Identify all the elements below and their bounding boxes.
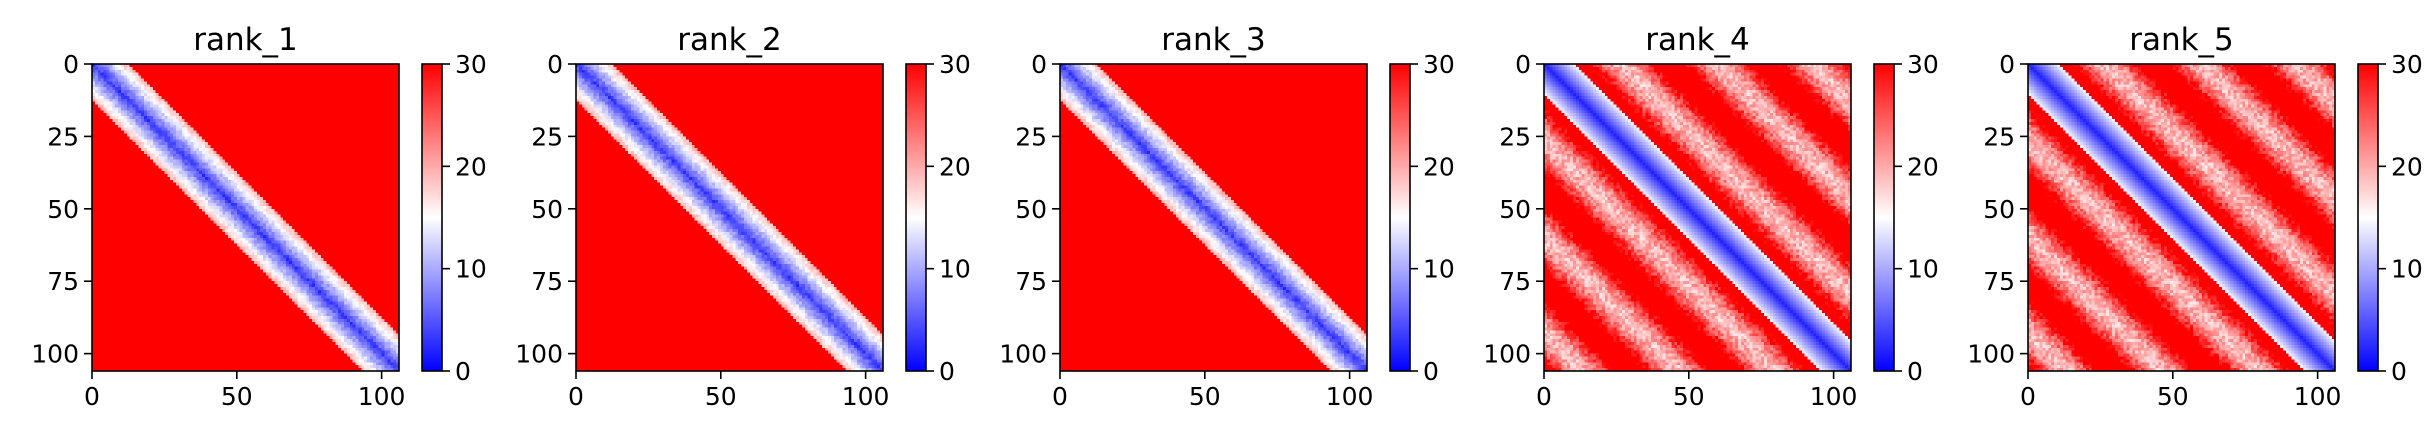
colorbar-tick-label: 30 [1423, 50, 1455, 79]
y-tick-label: 50 [1983, 195, 2015, 224]
colorbar-tick-label: 0 [455, 357, 471, 386]
x-tick-label: 0 [568, 382, 584, 411]
y-tick-label: 50 [531, 195, 563, 224]
y-tick-label: 100 [1967, 340, 2015, 369]
x-tick-label: 50 [221, 382, 253, 411]
y-tick-label: 75 [1983, 267, 2015, 296]
y-tick-label: 0 [547, 50, 563, 79]
panel-title: rank_4 [1645, 22, 1750, 58]
colorbar-tick-label: 0 [2391, 357, 2407, 386]
y-tick-label: 100 [999, 340, 1047, 369]
panel-title: rank_3 [1161, 22, 1266, 58]
x-tick-label: 0 [2020, 382, 2036, 411]
colorbar-tick-label: 20 [1423, 152, 1455, 181]
x-tick-label: 50 [2157, 382, 2189, 411]
heatmap-image [92, 64, 399, 371]
colorbar-tick-label: 20 [2391, 152, 2423, 181]
y-tick-label: 25 [1015, 122, 1047, 151]
x-tick-label: 50 [1189, 382, 1221, 411]
colorbar [421, 63, 443, 372]
panel-title: rank_5 [2129, 22, 2234, 58]
y-tick-label: 50 [1499, 195, 1531, 224]
plot-frame [575, 63, 884, 372]
heatmap-image [1544, 64, 1851, 371]
x-tick-label: 100 [2294, 382, 2342, 411]
y-tick-label: 100 [31, 340, 79, 369]
y-tick-label: 50 [47, 195, 79, 224]
colorbar-tick-label: 30 [2391, 50, 2423, 79]
plot-frame [2027, 63, 2336, 372]
colorbar-tick-label: 20 [1907, 152, 1939, 181]
x-tick-label: 100 [842, 382, 890, 411]
colorbar [1389, 63, 1411, 372]
x-tick-label: 100 [358, 382, 406, 411]
y-tick-label: 50 [1015, 195, 1047, 224]
colorbar [905, 63, 927, 372]
y-tick-label: 0 [1031, 50, 1047, 79]
plot-frame [1059, 63, 1368, 372]
colorbar-tick-label: 20 [939, 152, 971, 181]
colorbar-tick-label: 10 [1423, 255, 1455, 284]
y-tick-label: 75 [1015, 267, 1047, 296]
colorbar-tick-label: 30 [1907, 50, 1939, 79]
plot-frame [1543, 63, 1852, 372]
y-tick-label: 0 [1999, 50, 2015, 79]
y-tick-label: 25 [531, 122, 563, 151]
y-tick-label: 0 [1515, 50, 1531, 79]
colorbar [2357, 63, 2379, 372]
y-tick-label: 25 [1499, 122, 1531, 151]
colorbar [1873, 63, 1895, 372]
x-tick-label: 0 [1052, 382, 1068, 411]
x-tick-label: 100 [1810, 382, 1858, 411]
y-tick-label: 75 [531, 267, 563, 296]
y-tick-label: 75 [47, 267, 79, 296]
heatmap-image [576, 64, 883, 371]
colorbar-tick-label: 30 [939, 50, 971, 79]
x-tick-label: 0 [84, 382, 100, 411]
y-tick-label: 100 [1483, 340, 1531, 369]
colorbar-tick-label: 10 [939, 255, 971, 284]
colorbar-tick-label: 0 [1423, 357, 1439, 386]
y-tick-label: 25 [1983, 122, 2015, 151]
colorbar-tick-label: 0 [1907, 357, 1923, 386]
colorbar-tick-label: 10 [1907, 255, 1939, 284]
x-tick-label: 50 [705, 382, 737, 411]
colorbar-tick-label: 10 [2391, 255, 2423, 284]
x-tick-label: 100 [1326, 382, 1374, 411]
panel-title: rank_2 [677, 22, 782, 58]
x-tick-label: 50 [1673, 382, 1705, 411]
panel-title: rank_1 [193, 22, 298, 58]
y-tick-label: 25 [47, 122, 79, 151]
heatmap-image [1060, 64, 1367, 371]
y-tick-label: 75 [1499, 267, 1531, 296]
heatmap-image [2028, 64, 2335, 371]
x-tick-label: 0 [1536, 382, 1552, 411]
colorbar-tick-label: 0 [939, 357, 955, 386]
y-tick-label: 0 [63, 50, 79, 79]
colorbar-tick-label: 10 [455, 255, 487, 284]
colorbar-tick-label: 20 [455, 152, 487, 181]
y-tick-label: 100 [515, 340, 563, 369]
plot-frame [91, 63, 400, 372]
colorbar-tick-label: 30 [455, 50, 487, 79]
